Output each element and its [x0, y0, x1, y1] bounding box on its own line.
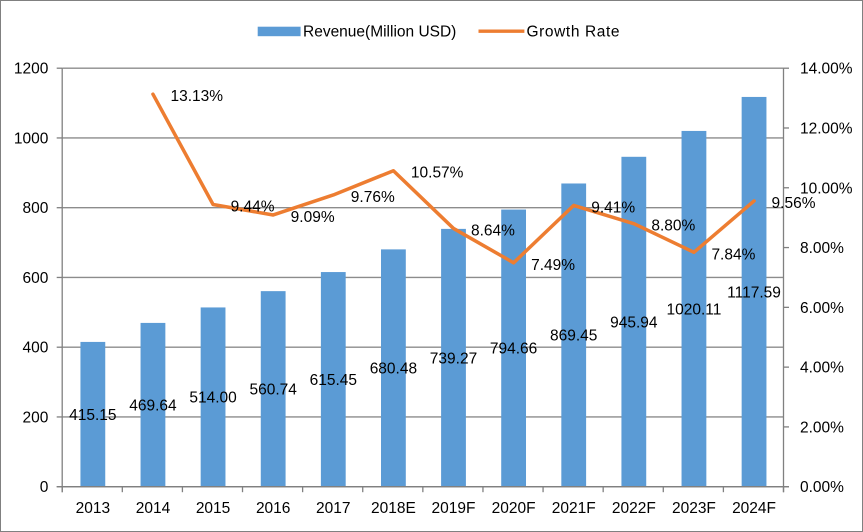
svg-text:10.00%: 10.00%	[800, 180, 853, 197]
svg-text:800: 800	[23, 200, 49, 217]
svg-text:2017: 2017	[316, 500, 350, 517]
svg-text:1117.59: 1117.59	[727, 284, 781, 301]
svg-text:8.00%: 8.00%	[800, 240, 844, 257]
svg-text:9.44%: 9.44%	[231, 199, 275, 216]
svg-text:2015: 2015	[196, 500, 230, 517]
svg-text:739.27: 739.27	[430, 350, 477, 367]
svg-text:2018E: 2018E	[371, 500, 416, 517]
svg-text:415.15: 415.15	[69, 407, 116, 424]
svg-text:1000: 1000	[14, 130, 49, 147]
svg-text:Growth Rate: Growth Rate	[527, 24, 621, 41]
svg-text:514.00: 514.00	[189, 390, 237, 407]
svg-text:869.45: 869.45	[550, 328, 597, 345]
svg-text:945.94: 945.94	[610, 314, 658, 331]
svg-text:400: 400	[23, 340, 49, 357]
svg-text:10.57%: 10.57%	[411, 165, 464, 182]
svg-text:2019F: 2019F	[432, 500, 476, 517]
svg-text:2020F: 2020F	[492, 500, 536, 517]
svg-text:615.45: 615.45	[310, 372, 357, 389]
svg-text:Revenue(Million USD): Revenue(Million USD)	[303, 24, 456, 41]
svg-text:200: 200	[23, 409, 49, 426]
svg-text:560.74: 560.74	[249, 381, 297, 398]
svg-text:9.76%: 9.76%	[351, 189, 395, 206]
svg-text:7.49%: 7.49%	[531, 257, 575, 274]
svg-text:600: 600	[23, 270, 49, 287]
svg-text:680.48: 680.48	[370, 361, 417, 378]
svg-text:2.00%: 2.00%	[800, 419, 844, 436]
svg-text:8.80%: 8.80%	[651, 218, 695, 235]
svg-text:2024F: 2024F	[732, 500, 776, 517]
svg-text:9.56%: 9.56%	[772, 195, 816, 212]
svg-text:12.00%: 12.00%	[800, 120, 853, 137]
svg-text:9.09%: 9.09%	[291, 209, 335, 226]
svg-text:6.00%: 6.00%	[800, 300, 844, 317]
svg-text:1020.11: 1020.11	[666, 301, 721, 318]
svg-text:2014: 2014	[136, 500, 171, 517]
svg-text:2016: 2016	[256, 500, 290, 517]
svg-text:2023F: 2023F	[672, 500, 716, 517]
svg-text:9.41%: 9.41%	[591, 199, 635, 216]
svg-text:2022F: 2022F	[612, 500, 656, 517]
svg-text:2013: 2013	[76, 500, 110, 517]
svg-text:2021F: 2021F	[552, 500, 596, 517]
svg-text:14.00%: 14.00%	[800, 61, 853, 78]
svg-text:4.00%: 4.00%	[800, 360, 844, 377]
svg-text:1200: 1200	[14, 61, 49, 78]
svg-text:794.66: 794.66	[490, 341, 537, 358]
svg-text:469.64: 469.64	[129, 397, 177, 414]
svg-text:7.84%: 7.84%	[711, 246, 755, 263]
svg-text:13.13%: 13.13%	[170, 88, 223, 105]
svg-text:0: 0	[40, 479, 49, 496]
svg-text:8.64%: 8.64%	[471, 222, 515, 239]
svg-text:0.00%: 0.00%	[800, 479, 844, 496]
